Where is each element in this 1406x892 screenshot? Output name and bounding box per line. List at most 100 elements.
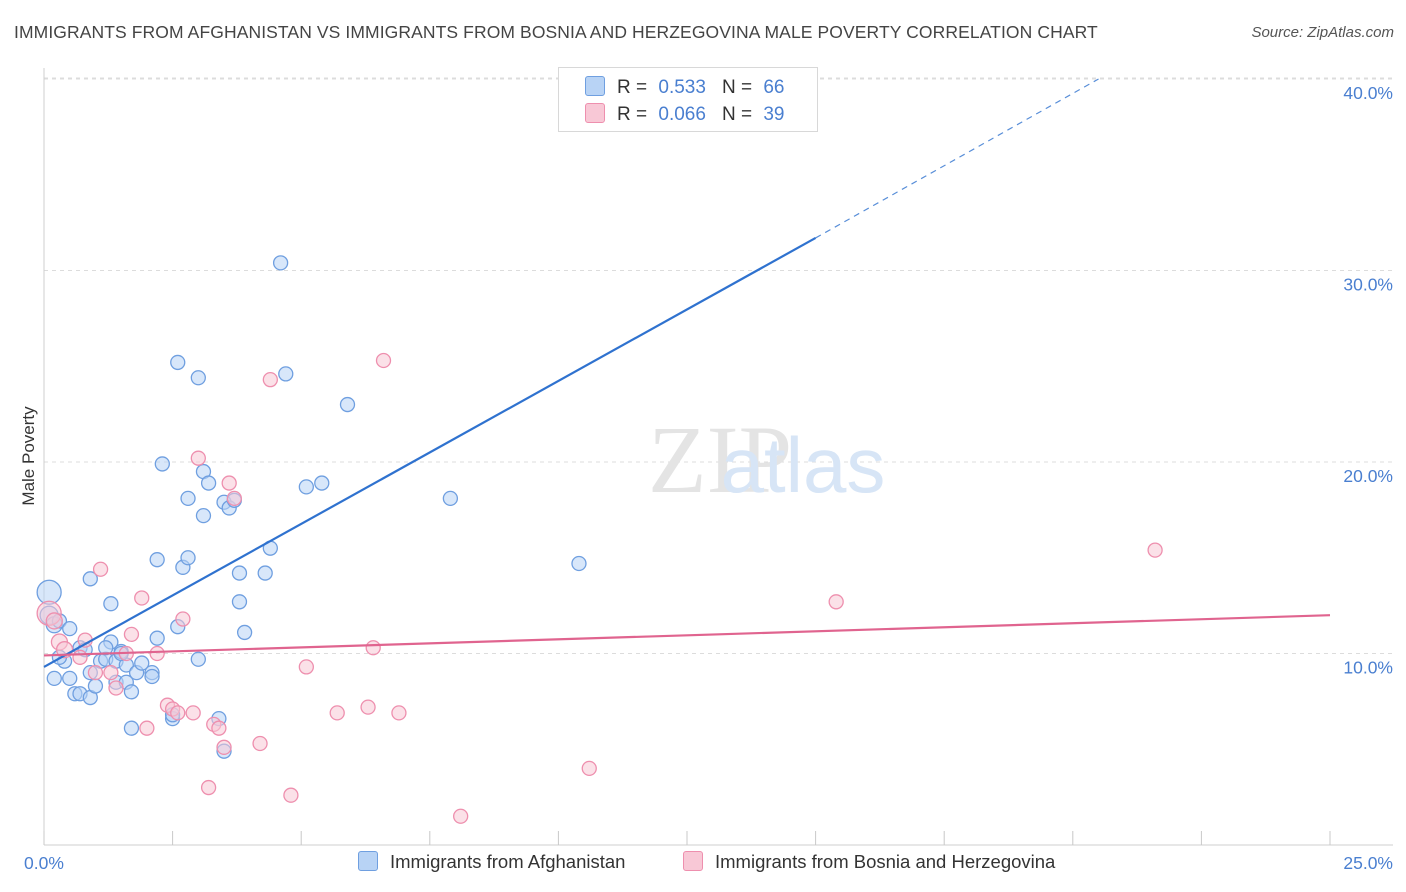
legend-n-value: 39 <box>763 104 785 125</box>
point-afghanistan <box>103 596 119 612</box>
axes: 10.0% 20.0% 30.0% 40.0% 0.0% 25.0% <box>24 68 1393 873</box>
legend-n-label: N = <box>721 104 753 125</box>
point-afghanistan <box>272 255 289 271</box>
x-tick-label: 25.0% <box>1343 853 1393 873</box>
y-axis-label: Male Poverty <box>19 406 38 506</box>
point-bosnia <box>123 626 140 642</box>
source-label: Source: ZipAtlas.com <box>1251 24 1394 41</box>
point-afghanistan <box>257 565 273 581</box>
trend-line-bosnia <box>43 614 1331 657</box>
point-afghanistan <box>134 655 150 671</box>
point-afghanistan <box>87 678 104 694</box>
point-bosnia <box>262 372 278 388</box>
point-bosnia <box>283 787 299 803</box>
point-bosnia <box>360 699 376 715</box>
y-tick-label: 40.0% <box>1343 83 1393 103</box>
point-bosnia <box>221 475 237 491</box>
point-bosnia <box>134 590 150 606</box>
y-tick-label: 10.0% <box>1343 658 1393 678</box>
legend-row-afghanistan: R = 0.533 N = 66 <box>585 76 784 100</box>
point-afghanistan <box>82 571 98 587</box>
point-bosnia <box>170 705 186 721</box>
point-afghanistan <box>278 366 294 382</box>
point-bosnia <box>103 665 119 681</box>
point-afghanistan <box>298 479 314 495</box>
trend-lines <box>43 78 1331 668</box>
point-afghanistan <box>231 594 248 610</box>
legend-swatch-blue <box>585 76 605 96</box>
chart-title: IMMIGRANTS FROM AFGHANISTAN VS IMMIGRANT… <box>14 22 1098 42</box>
point-bosnia <box>453 808 469 824</box>
point-bosnia <box>185 705 201 721</box>
point-bosnia <box>391 705 407 721</box>
gridlines <box>44 77 1393 654</box>
point-afghanistan <box>236 624 253 641</box>
point-bosnia <box>139 720 155 736</box>
legend-r-label: R = <box>617 104 648 125</box>
point-afghanistan <box>195 507 212 524</box>
point-bosnia <box>92 561 109 577</box>
point-afghanistan <box>62 620 78 637</box>
legend: R = 0.533 N = 66 R = 0.066 N = 39 <box>558 67 818 132</box>
point-bosnia <box>175 611 191 627</box>
point-afghanistan <box>36 579 62 605</box>
point-afghanistan <box>170 354 186 371</box>
point-afghanistan <box>62 670 78 687</box>
point-bosnia <box>87 665 104 681</box>
bottom-legend-label: Immigrants from Bosnia and Herzegovina <box>715 851 1056 872</box>
point-bosnia <box>828 594 844 610</box>
point-afghanistan <box>144 668 160 685</box>
bottom-legend-afghanistan: Immigrants from Afghanistan <box>358 851 625 873</box>
point-afghanistan <box>231 565 248 581</box>
watermark-atlas: atlas <box>721 421 886 509</box>
point-bosnia <box>252 735 268 752</box>
point-afghanistan <box>571 555 587 572</box>
point-bosnia <box>200 779 217 796</box>
point-afghanistan <box>190 370 206 386</box>
legend-swatch-pink <box>585 103 605 123</box>
point-bosnia <box>190 450 206 466</box>
point-bosnia <box>298 659 314 675</box>
bottom-legend-bosnia: Immigrants from Bosnia and Herzegovina <box>683 851 1055 873</box>
point-afghanistan <box>123 720 140 736</box>
point-afghanistan <box>123 684 140 700</box>
point-afghanistan <box>180 490 196 507</box>
point-bosnia <box>365 640 381 656</box>
point-afghanistan <box>339 396 356 413</box>
y-tick-label: 30.0% <box>1343 275 1393 295</box>
point-afghanistan <box>154 456 170 472</box>
point-bosnia <box>108 680 124 696</box>
point-afghanistan <box>180 550 196 566</box>
legend-n-value: 66 <box>763 77 785 98</box>
point-afghanistan <box>442 490 459 507</box>
point-afghanistan <box>149 630 165 646</box>
x-tick-label: 0.0% <box>24 853 64 873</box>
legend-r-value: 0.533 <box>658 77 706 98</box>
point-afghanistan <box>190 651 206 667</box>
point-bosnia <box>226 490 242 507</box>
point-bosnia <box>216 739 232 755</box>
trend-line-afghanistan-projection <box>815 78 1099 239</box>
trend-line-afghanistan <box>43 236 817 668</box>
point-bosnia <box>329 705 345 721</box>
legend-r-value: 0.066 <box>658 104 706 125</box>
point-bosnia <box>72 649 88 665</box>
legend-r-label: R = <box>617 77 648 98</box>
legend-n-label: N = <box>721 77 753 98</box>
point-afghanistan <box>46 670 62 687</box>
point-bosnia <box>149 645 165 662</box>
point-bosnia <box>1147 542 1163 558</box>
watermark-zip: ZIP <box>648 406 792 513</box>
data-points <box>36 255 1163 824</box>
point-afghanistan <box>314 475 330 491</box>
point-afghanistan <box>98 640 114 656</box>
bottom-legend-swatch-blue <box>358 851 378 871</box>
point-bosnia <box>211 720 227 736</box>
point-afghanistan <box>149 552 165 568</box>
bottom-legend-label: Immigrants from Afghanistan <box>390 851 626 872</box>
point-bosnia <box>45 612 63 630</box>
point-bosnia <box>375 352 392 369</box>
point-afghanistan <box>200 475 217 491</box>
y-tick-label: 20.0% <box>1343 466 1393 486</box>
